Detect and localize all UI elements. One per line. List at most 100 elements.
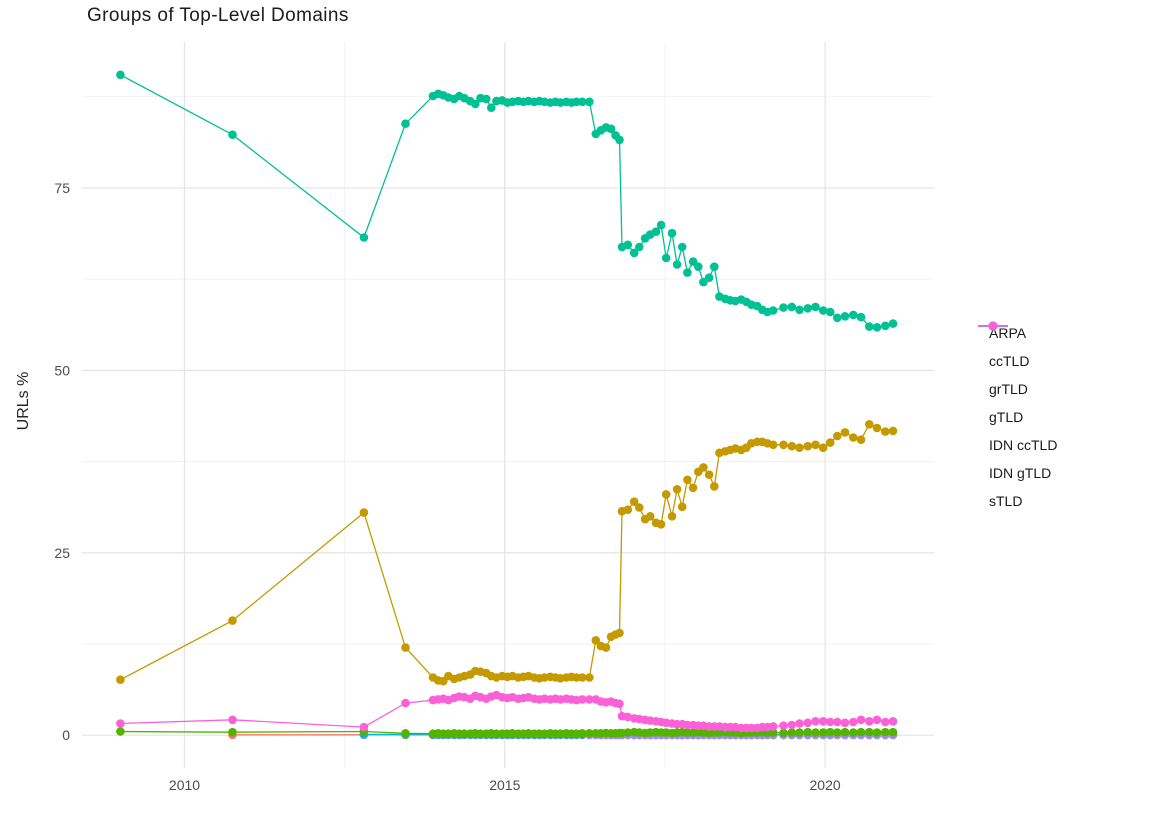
data-point bbox=[116, 70, 125, 80]
data-point bbox=[699, 463, 708, 472]
data-point bbox=[585, 729, 594, 738]
series-gtld bbox=[116, 70, 898, 332]
gridlines-minor bbox=[82, 42, 934, 768]
data-point bbox=[704, 273, 714, 283]
legend-label: grTLD bbox=[989, 381, 1028, 397]
data-point bbox=[787, 441, 797, 451]
data-point bbox=[359, 233, 369, 242]
data-point bbox=[872, 423, 882, 433]
data-point bbox=[779, 440, 788, 450]
data-point bbox=[615, 699, 624, 709]
data-point bbox=[623, 505, 633, 514]
data-point bbox=[779, 721, 788, 730]
data-point bbox=[578, 695, 587, 704]
data-point bbox=[683, 475, 692, 485]
data-point bbox=[825, 438, 835, 447]
data-point bbox=[623, 240, 633, 250]
data-point bbox=[629, 248, 639, 258]
data-point bbox=[116, 675, 125, 684]
data-point bbox=[635, 503, 644, 512]
data-point bbox=[865, 727, 874, 737]
data-point bbox=[578, 97, 587, 107]
data-point bbox=[591, 636, 601, 645]
series-line bbox=[120, 74, 894, 328]
legend-label: ccTLD bbox=[989, 353, 1030, 369]
data-point bbox=[795, 719, 804, 728]
data-point bbox=[881, 321, 890, 331]
data-point bbox=[888, 717, 898, 726]
legend-item-idn-cctld: IDN ccTLD bbox=[977, 321, 1058, 459]
legend-key-dot bbox=[988, 321, 998, 331]
y-tick-label: 25 bbox=[54, 545, 70, 561]
data-point bbox=[779, 303, 788, 312]
data-point bbox=[856, 727, 866, 737]
legend-item-grtld: grTLD bbox=[977, 321, 1057, 403]
data-point bbox=[359, 722, 369, 732]
data-point bbox=[825, 717, 835, 727]
legend-label: gTLD bbox=[989, 409, 1024, 425]
data-point bbox=[803, 727, 813, 737]
data-point bbox=[585, 97, 594, 107]
data-point bbox=[228, 616, 237, 625]
legend-label: IDN ccTLD bbox=[989, 437, 1058, 453]
data-point bbox=[228, 715, 237, 725]
data-point bbox=[116, 727, 125, 736]
data-point bbox=[710, 262, 719, 272]
data-point bbox=[585, 695, 594, 704]
data-point bbox=[856, 715, 866, 725]
data-point bbox=[359, 508, 369, 517]
data-point bbox=[629, 497, 639, 507]
data-point bbox=[856, 435, 866, 445]
legend: ARPA ccTLD grTLD gTLD IDN ccTLD IDN gTLD sTLD bbox=[977, 319, 1057, 515]
axis-tick-labels: 0 25 50 75 2010 2015 2020 bbox=[54, 180, 840, 793]
data-point bbox=[768, 722, 778, 731]
data-point bbox=[635, 242, 644, 252]
data-point bbox=[881, 717, 890, 727]
legend-key-stld bbox=[978, 321, 1008, 331]
data-point bbox=[833, 431, 842, 441]
data-point bbox=[661, 490, 671, 499]
data-point bbox=[865, 717, 874, 726]
data-point bbox=[795, 443, 804, 453]
data-point bbox=[578, 729, 587, 738]
data-point bbox=[840, 718, 850, 728]
data-point bbox=[401, 119, 410, 128]
data-point bbox=[865, 322, 874, 331]
legend-item-cctld: ccTLD bbox=[977, 321, 1057, 375]
series-grtld bbox=[116, 727, 898, 738]
x-tick-label: 2010 bbox=[169, 777, 200, 793]
data-point bbox=[811, 440, 820, 450]
data-point bbox=[651, 227, 661, 236]
data-point bbox=[795, 305, 804, 315]
data-point bbox=[787, 728, 797, 737]
series-cctld bbox=[116, 420, 898, 686]
data-point bbox=[667, 228, 677, 238]
data-point bbox=[779, 728, 788, 738]
data-point bbox=[811, 728, 820, 737]
data-point bbox=[803, 441, 813, 451]
data-point bbox=[818, 717, 828, 726]
data-point bbox=[872, 728, 882, 737]
data-point bbox=[661, 253, 671, 263]
data-point bbox=[818, 306, 828, 315]
data-point bbox=[606, 124, 616, 134]
legend-label: sTLD bbox=[989, 493, 1023, 509]
data-point bbox=[228, 130, 237, 139]
legend-item-gtld: gTLD bbox=[977, 321, 1057, 431]
data-point bbox=[768, 728, 778, 737]
data-point bbox=[623, 728, 633, 737]
chart-title: Groups of Top-Level Domains bbox=[87, 5, 349, 26]
y-tick-label: 0 bbox=[62, 727, 70, 743]
x-tick-label: 2020 bbox=[810, 777, 841, 793]
data-point bbox=[787, 302, 797, 312]
data-point bbox=[818, 728, 828, 737]
data-point bbox=[677, 242, 687, 252]
y-tick-label: 50 bbox=[54, 362, 70, 378]
data-point bbox=[811, 302, 820, 312]
data-point bbox=[840, 727, 850, 737]
data-point bbox=[645, 512, 655, 521]
data-point bbox=[840, 428, 850, 437]
data-point bbox=[881, 727, 890, 737]
data-point bbox=[865, 420, 874, 429]
